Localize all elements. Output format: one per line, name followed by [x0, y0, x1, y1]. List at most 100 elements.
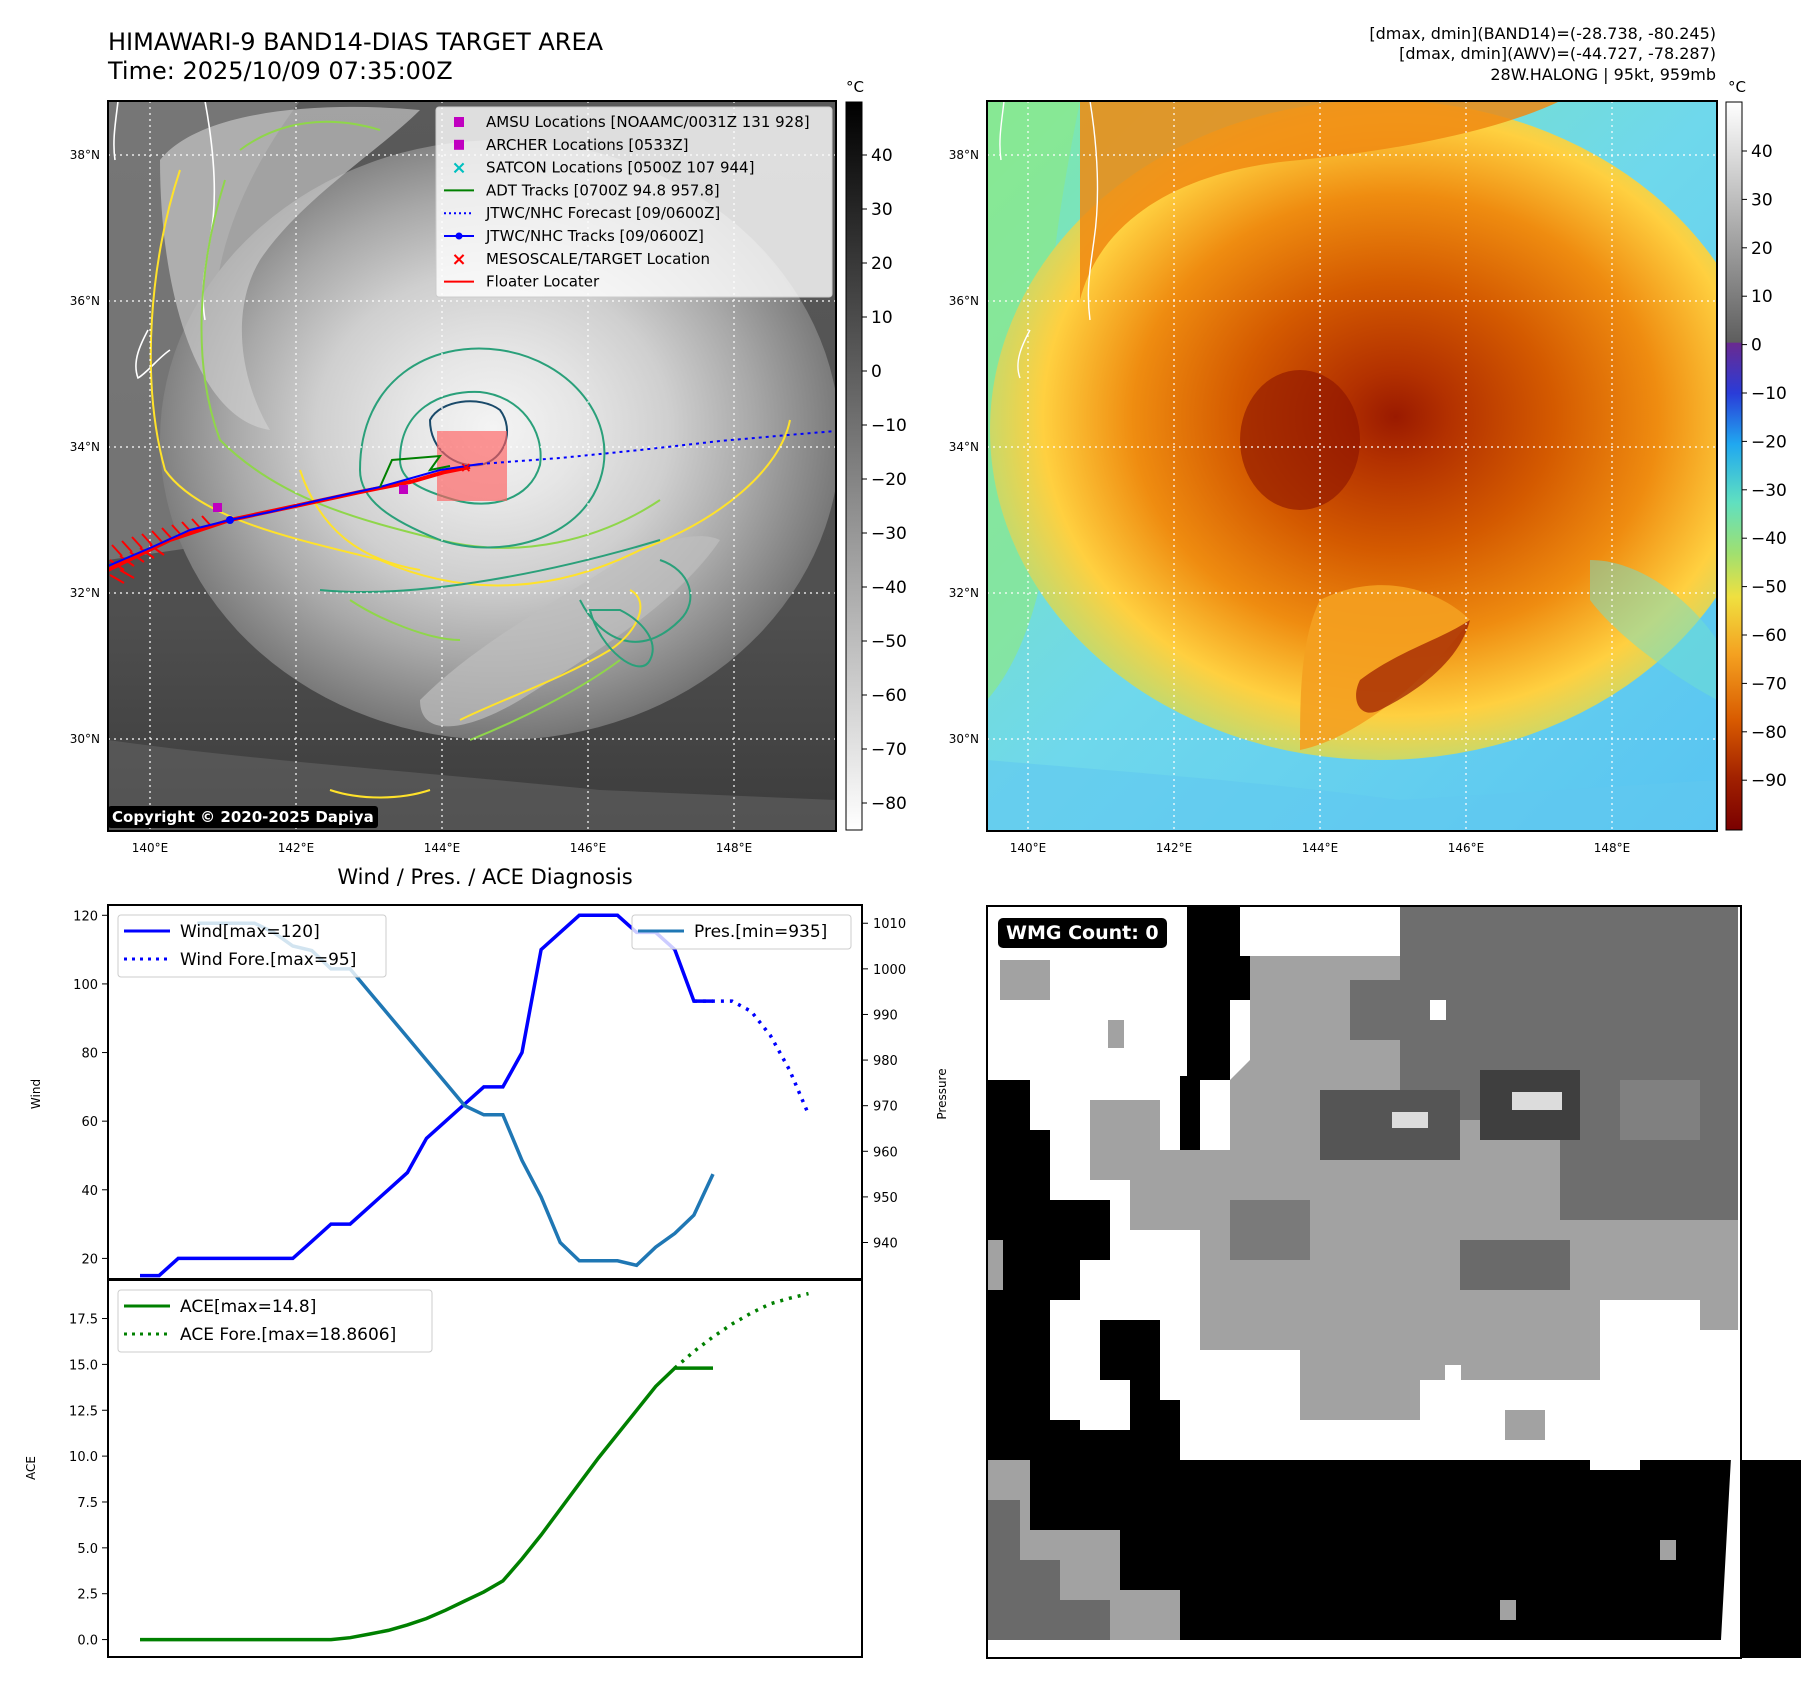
colorbar-tick-label: 0	[1751, 336, 1762, 356]
amsu-marker	[213, 503, 222, 512]
ace-axis-label: ACE	[24, 1456, 38, 1480]
ace-legend: ACE[max=14.8] ACE Fore.[max=18.8606]	[117, 1289, 433, 1353]
wv-map	[987, 101, 1717, 831]
ir-colorbar: °C 40 30 20 10 0 −10 −20 −30 −40 −50 −60 −70 −80	[845, 78, 907, 831]
colorbar-tick-label: −50	[1751, 578, 1787, 598]
y-tick-label: 0.0	[77, 1634, 98, 1649]
wind-pressure-chart: 20 40 60 80 100 120 940 950 960 970 980 990 1000 101…	[29, 904, 949, 1280]
ir-legend: AMSU Locations [NOAAMC/0031Z 131 928] ARC…	[435, 106, 833, 298]
copyright-badge: Copyright © 2020-2025 Dapiya	[108, 806, 378, 828]
wv-lat-label: 36°N	[949, 294, 979, 308]
ace-chart: 0.0 2.5 5.0 7.5 10.0 12.5 15.0 17.5 ACE ACE[max…	[24, 1279, 863, 1658]
y2-tick-label: 1010	[873, 917, 906, 932]
colorbar-tick-label: −60	[1751, 626, 1787, 646]
jtwc-track	[108, 463, 481, 567]
colorbar-tick-label: 30	[1751, 190, 1773, 210]
archer-marker	[399, 485, 408, 494]
legend-label: ADT Tracks [0700Z 94.8 957.8]	[486, 181, 720, 199]
wmg-blocks	[987, 906, 1801, 1658]
legend-label: ARCHER Locations [0533Z]	[486, 136, 689, 154]
ir-lat-label: 36°N	[70, 294, 100, 308]
ir-lon-label: 142°E	[278, 841, 315, 855]
wv-axis-labels: 38°N 36°N 34°N 32°N 30°N 140°E 142°E 144…	[949, 148, 1631, 855]
wv-lat-label: 34°N	[949, 440, 979, 454]
y-tick-label: 15.0	[69, 1358, 98, 1373]
legend-marker	[454, 117, 464, 127]
target-marker: ×	[460, 460, 472, 476]
colorbar-tick-label: −20	[871, 470, 907, 490]
wv-lon-label: 144°E	[1302, 841, 1339, 855]
colorbar-tick-label: −60	[871, 686, 907, 706]
legend-label: SATCON Locations [0500Z 107 944]	[486, 159, 754, 177]
legend-marker: ×	[451, 249, 466, 270]
y2-tick-label: 950	[873, 1191, 898, 1206]
colorbar-tick-label: −10	[871, 416, 907, 436]
colorbar-tick-label: −70	[871, 740, 907, 760]
band14-range: [dmax, dmin](BAND14)=(-28.738, -80.245)	[1369, 24, 1716, 43]
colorbar-tick-label: 10	[871, 308, 893, 328]
y-tick-label: 2.5	[77, 1588, 98, 1603]
y-tick-label: 5.0	[77, 1542, 98, 1557]
y-tick-label: 80	[81, 1047, 98, 1062]
pressure-legend: Pres.[min=935]	[631, 914, 852, 950]
y2-tick-label: 940	[873, 1237, 898, 1252]
legend-marker	[455, 232, 463, 240]
colorbar-tick-label: −30	[1751, 481, 1787, 501]
wv-lon-label: 146°E	[1448, 841, 1485, 855]
wv-lon-label: 142°E	[1156, 841, 1193, 855]
figure-time: Time: 2025/10/09 07:35:00Z	[107, 57, 453, 85]
wind-legend-label: Wind[max=120]	[180, 922, 320, 942]
colorbar-tick-label: 40	[871, 146, 893, 166]
ir-axis-labels: 38°N 36°N 34°N 32°N 30°N 140°E 142°E 144…	[70, 148, 753, 855]
colorbar-tick-label: 30	[871, 200, 893, 220]
wv-colorbar-unit: °C	[1728, 78, 1746, 96]
colorbar-tick-label: −40	[871, 578, 907, 598]
wmg-panel	[986, 905, 1801, 1659]
legend-marker	[454, 139, 464, 150]
colorbar-tick-label: −20	[1751, 432, 1787, 452]
colorbar-tick-label: −80	[1751, 723, 1787, 743]
adt-track	[379, 454, 451, 488]
y2-tick-label: 970	[873, 1100, 898, 1115]
y-tick-label: 10.0	[69, 1450, 98, 1465]
legend-label: Floater Locater	[486, 273, 600, 291]
colorbar-tick-label: −30	[871, 524, 907, 544]
colorbar-tick-label: −90	[1751, 771, 1787, 791]
colorbar-tick-label: −80	[871, 794, 907, 814]
colorbar-tick-label: 20	[871, 254, 893, 274]
colorbar-tick-label: −50	[871, 632, 907, 652]
diagnosis-title: Wind / Pres. / ACE Diagnosis	[337, 865, 632, 889]
ace-fore-legend-label: ACE Fore.[max=18.8606]	[180, 1325, 396, 1345]
y-tick-label: 60	[81, 1115, 98, 1130]
y2-tick-label: 960	[873, 1145, 898, 1160]
colorbar-tick-label: −70	[1751, 674, 1787, 694]
wv-lat-label: 38°N	[949, 148, 979, 162]
wind-forecast-series	[693, 999, 811, 1115]
ace-forecast-series	[673, 1291, 809, 1370]
ir-lat-label: 38°N	[70, 148, 100, 162]
y2-tick-label: 980	[873, 1054, 898, 1069]
ace-legend-label: ACE[max=14.8]	[180, 1297, 316, 1317]
pressure-axis-label: Pressure	[935, 1068, 949, 1119]
legend-label: MESOSCALE/TARGET Location	[486, 250, 710, 268]
ace-series	[140, 1366, 713, 1642]
ir-lat-label: 32°N	[70, 586, 100, 600]
ir-lat-label: 30°N	[70, 732, 100, 746]
wmg-frame	[986, 905, 1742, 1659]
legend-label: JTWC/NHC Tracks [09/0600Z]	[485, 227, 704, 245]
storm-info: 28W.HALONG | 95kt, 959mb	[1490, 65, 1716, 84]
y-tick-label: 120	[73, 909, 98, 924]
y-tick-label: 12.5	[69, 1404, 98, 1419]
pressure-legend-label: Pres.[min=935]	[694, 922, 827, 942]
wind-fore-legend-label: Wind Fore.[max=95]	[180, 950, 356, 970]
ir-map-frame	[107, 100, 837, 832]
wv-lon-label: 148°E	[1594, 841, 1631, 855]
wv-lat-label: 30°N	[949, 732, 979, 746]
wmg-count-badge: WMG Count: 0	[998, 918, 1167, 948]
wv-colorbar: °C 40 30 20 10 0 −10 −20 −30 −40 −50 −60 −70 −80 −90	[1725, 78, 1787, 831]
y2-tick-label: 1000	[873, 963, 906, 978]
wv-lon-label: 140°E	[1010, 841, 1047, 855]
wv-gridlines	[987, 101, 1717, 831]
colorbar-tick-label: 40	[1751, 142, 1773, 162]
